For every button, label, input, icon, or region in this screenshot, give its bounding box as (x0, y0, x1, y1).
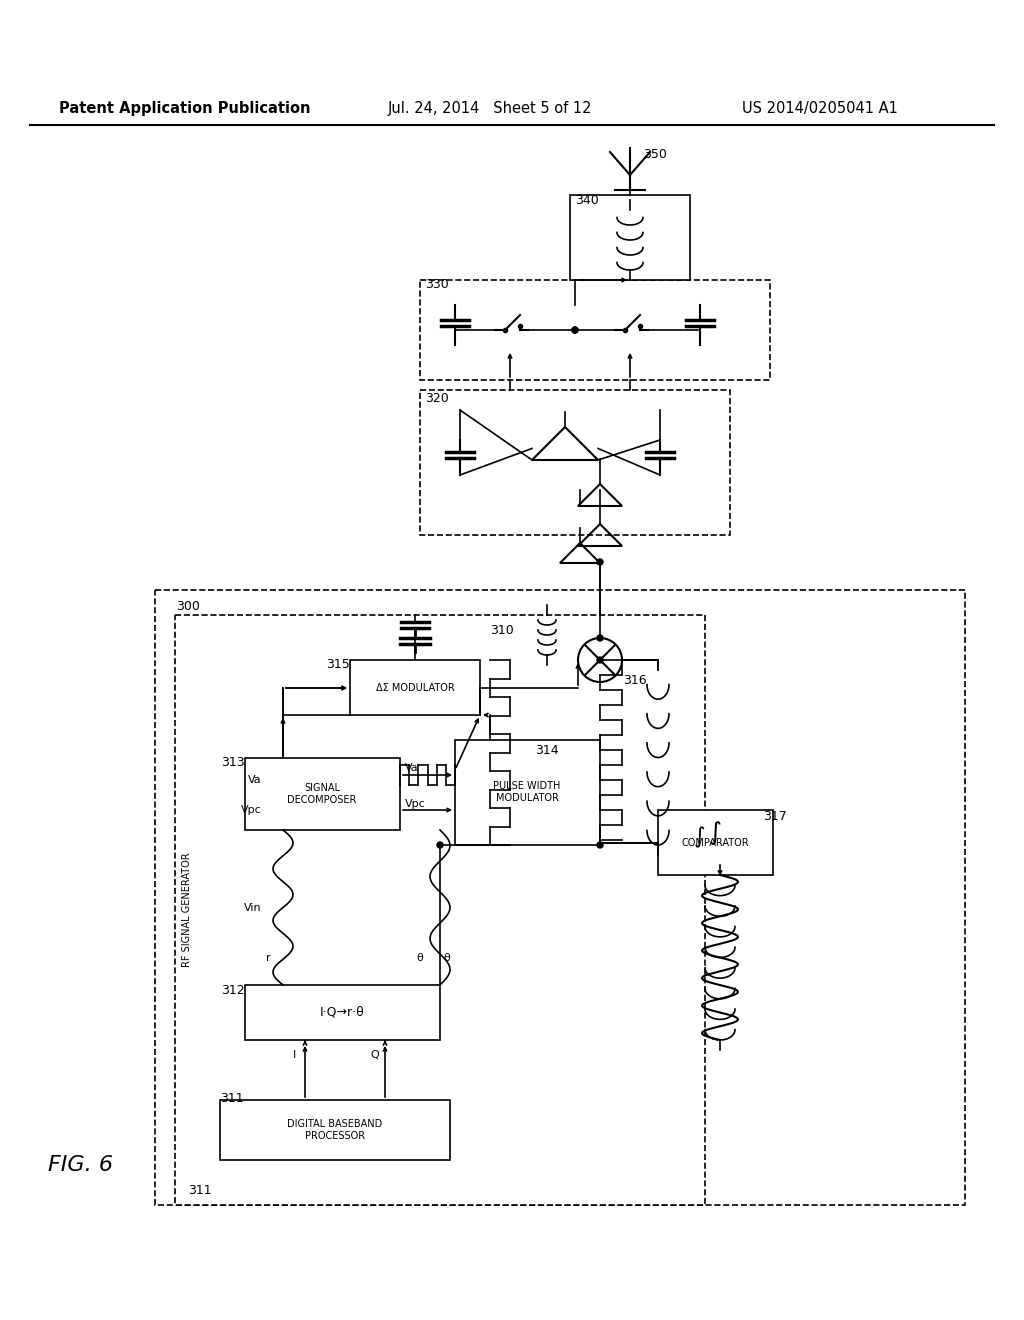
Bar (455, 741, 600, 845)
Text: DIGITAL BASEBAND
PROCESSOR: DIGITAL BASEBAND PROCESSOR (288, 1119, 383, 1140)
Text: 300: 300 (176, 599, 200, 612)
Circle shape (597, 657, 603, 663)
Text: 311: 311 (188, 1184, 212, 1196)
Text: 340: 340 (575, 194, 599, 206)
Text: 314: 314 (535, 743, 559, 756)
Text: 350: 350 (643, 149, 667, 161)
Bar (245, 985, 440, 1040)
Text: I: I (293, 1049, 297, 1060)
Text: I·Q→r·θ: I·Q→r·θ (319, 1006, 365, 1019)
Text: 320: 320 (425, 392, 449, 404)
Circle shape (437, 842, 443, 847)
Text: r: r (265, 953, 270, 964)
Text: COMPARATOR: COMPARATOR (681, 838, 749, 847)
Circle shape (597, 558, 603, 565)
Circle shape (597, 842, 603, 847)
Text: ΔΣ MODULATOR: ΔΣ MODULATOR (376, 682, 455, 693)
Text: Jul. 24, 2014   Sheet 5 of 12: Jul. 24, 2014 Sheet 5 of 12 (388, 100, 592, 116)
Text: ∫: ∫ (709, 821, 722, 845)
Text: FIG. 6: FIG. 6 (47, 1155, 113, 1175)
Text: 330: 330 (425, 279, 449, 292)
Bar (155, 590, 965, 1205)
Text: Vin: Vin (245, 903, 262, 913)
Text: PULSE WIDTH
MODULATOR: PULSE WIDTH MODULATOR (494, 781, 561, 803)
Bar (220, 1100, 450, 1160)
Text: SIGNAL
DECOMPOSER: SIGNAL DECOMPOSER (288, 783, 356, 805)
Bar (175, 615, 705, 1205)
Text: Patent Application Publication: Patent Application Publication (59, 100, 310, 116)
Text: Va: Va (249, 775, 262, 785)
Text: US 2014/0205041 A1: US 2014/0205041 A1 (742, 100, 898, 116)
Circle shape (572, 327, 578, 333)
Bar (570, 195, 690, 280)
Circle shape (572, 327, 578, 333)
Text: θ: θ (417, 953, 423, 964)
Text: 311: 311 (220, 1092, 244, 1105)
Bar (420, 280, 770, 380)
Bar (420, 389, 730, 535)
Text: 317: 317 (763, 809, 786, 822)
Bar (658, 810, 773, 875)
Text: Vpc: Vpc (406, 799, 426, 809)
Bar (245, 758, 400, 830)
Text: 315: 315 (327, 657, 350, 671)
Text: 313: 313 (221, 755, 245, 768)
Text: ∫: ∫ (694, 826, 706, 847)
Bar (350, 660, 480, 715)
Text: Vpc: Vpc (242, 805, 262, 814)
Text: 316: 316 (624, 673, 647, 686)
Text: RF SIGNAL GENERATOR: RF SIGNAL GENERATOR (182, 853, 193, 968)
Text: θ: θ (443, 953, 451, 964)
Text: Q: Q (371, 1049, 379, 1060)
Circle shape (597, 635, 603, 642)
Text: 310: 310 (490, 623, 514, 636)
Text: 312: 312 (221, 983, 245, 997)
Text: Va: Va (406, 763, 419, 774)
